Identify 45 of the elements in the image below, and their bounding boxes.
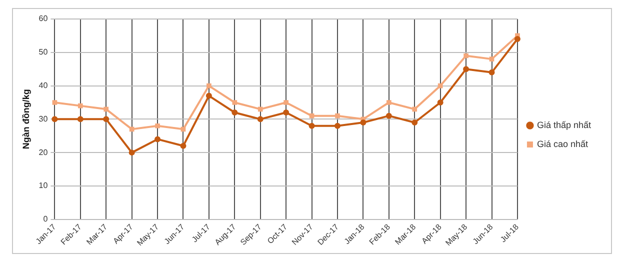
point <box>180 142 186 149</box>
point <box>232 100 238 105</box>
point <box>206 83 212 88</box>
point <box>335 113 340 118</box>
point <box>360 120 366 126</box>
point <box>437 99 444 106</box>
point <box>52 100 58 105</box>
legend-label: Giá cao nhất <box>536 138 588 149</box>
point <box>308 122 315 129</box>
point <box>488 69 495 76</box>
point <box>386 112 392 119</box>
y-tick-label: 20 <box>38 148 48 157</box>
legend-label: Giá thấp nhất <box>536 120 592 130</box>
point <box>309 113 314 118</box>
point <box>154 136 161 142</box>
y-tick-label: 10 <box>38 181 48 190</box>
point <box>284 100 288 105</box>
point <box>257 116 264 122</box>
point <box>77 116 84 122</box>
point <box>412 106 418 112</box>
y-axis-title: Ngàn đồng/kg <box>20 89 31 150</box>
point <box>514 36 520 42</box>
y-tick-label: 50 <box>38 48 48 57</box>
y-tick-label: 60 <box>38 14 48 24</box>
point <box>104 106 109 112</box>
point <box>438 83 443 88</box>
point <box>78 103 83 108</box>
point <box>206 92 212 99</box>
point <box>464 53 468 58</box>
y-tick-label: 40 <box>38 80 48 90</box>
point <box>155 123 160 128</box>
y-tick-label: 0 <box>43 214 48 224</box>
point <box>489 56 494 62</box>
point <box>129 126 134 132</box>
point <box>128 150 135 156</box>
point <box>180 126 186 132</box>
y-tick-label: 30 <box>38 114 48 124</box>
point <box>283 109 290 116</box>
point <box>412 120 418 126</box>
point <box>232 109 238 116</box>
point <box>386 100 392 105</box>
point <box>334 122 340 129</box>
point <box>103 116 110 122</box>
point <box>258 106 263 112</box>
point <box>463 66 470 72</box>
